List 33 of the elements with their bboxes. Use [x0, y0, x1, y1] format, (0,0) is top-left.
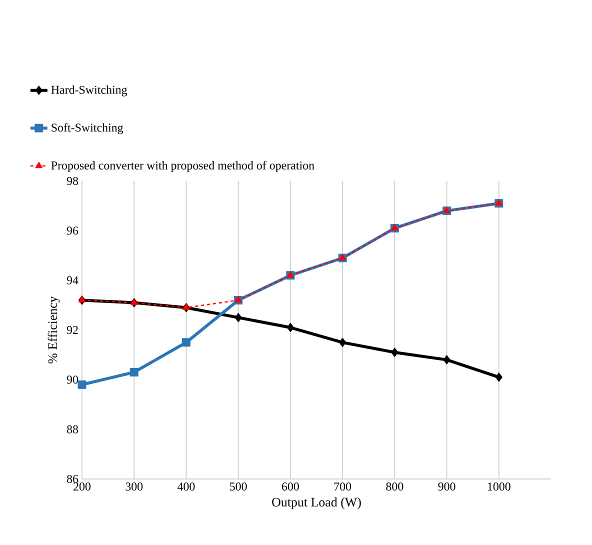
y-tick-label: 90: [66, 376, 78, 384]
y-tick-label: 88: [66, 425, 78, 434]
y-tick-label: 86: [66, 474, 78, 484]
legend-label: Proposed converter with proposed method of operation: [51, 160, 314, 172]
point: [78, 296, 86, 302]
y-tick-label: 96: [66, 226, 78, 235]
x-tick-label: 600: [282, 482, 299, 491]
x-tick-label: 200: [74, 482, 91, 491]
point: [130, 298, 138, 305]
point: [182, 338, 190, 347]
x-tick-label: 300: [126, 482, 143, 491]
x-tick-label: 900: [438, 482, 456, 491]
x-tick-label: 500: [230, 482, 247, 491]
y-tick-label: 98: [66, 176, 78, 186]
point: [338, 338, 346, 348]
point: [286, 322, 294, 332]
point: [182, 303, 190, 310]
legend-label: Soft-Switching: [52, 123, 124, 134]
x-tick-label: 400: [177, 482, 195, 491]
point: [495, 372, 502, 382]
point: [130, 368, 138, 376]
y-tick-label: 94: [66, 276, 78, 284]
y-tick-label: 92: [66, 326, 78, 334]
point: [234, 312, 242, 322]
legend-label: Hard-Switching: [51, 85, 128, 96]
point: [391, 348, 398, 358]
x-tick-label: 800: [386, 482, 404, 491]
x-tick-label: 1000: [488, 482, 510, 491]
y-axis-title: % Efficiency: [48, 296, 60, 364]
x-tick-label: 700: [334, 482, 352, 491]
x-axis-title: Output Load (W): [272, 497, 361, 510]
point: [443, 355, 450, 365]
point: [78, 380, 86, 389]
